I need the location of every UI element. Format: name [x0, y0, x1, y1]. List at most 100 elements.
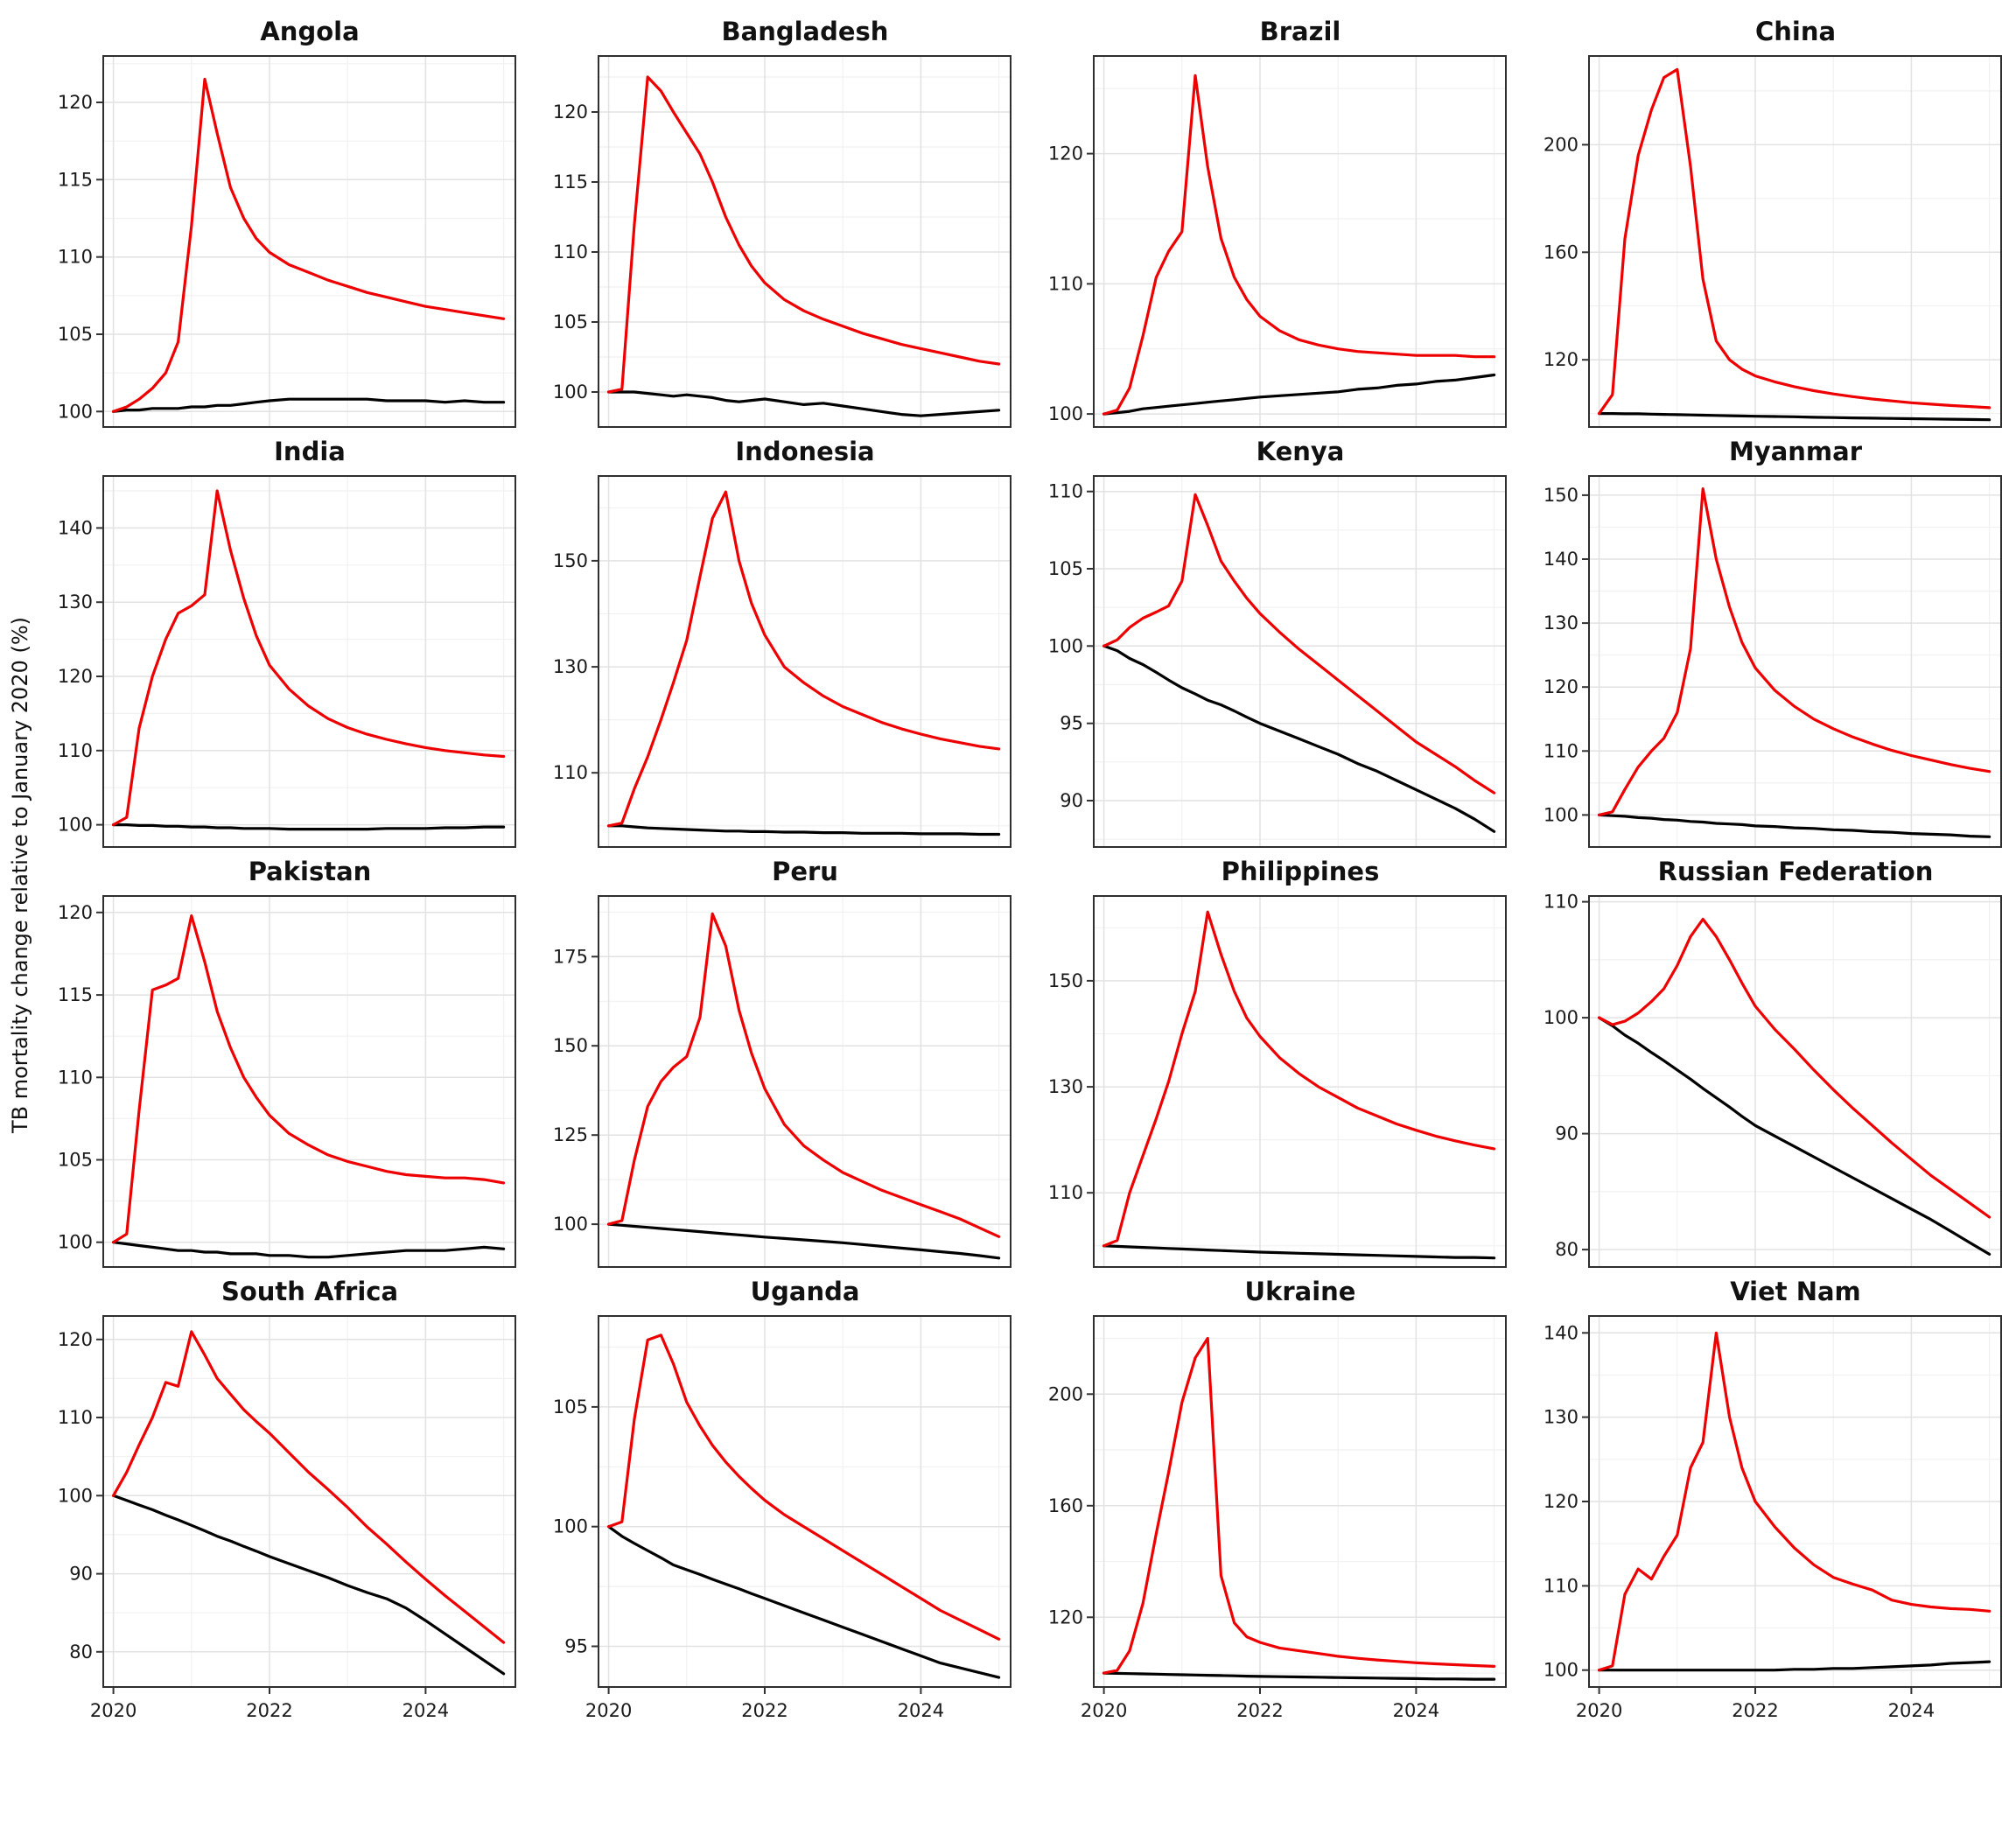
- series-red-line: [606, 1334, 1001, 1641]
- chart-canvas: 100 110 120: [1048, 55, 1507, 428]
- y-tick-label: 100: [58, 1232, 93, 1253]
- y-tick-label: 100: [553, 1516, 588, 1537]
- panel-border: [1093, 55, 1507, 428]
- series-red-line: [1102, 910, 1496, 1248]
- gridlines: [598, 1316, 1011, 1687]
- chart-canvas: 100 105 110 115 120: [58, 55, 516, 428]
- gridlines: [103, 1316, 515, 1687]
- y-axis-ticks: 100 125 150 175: [553, 946, 598, 1235]
- chart-title: India: [274, 437, 346, 466]
- series-black-line: [111, 1494, 506, 1676]
- gridlines: [598, 476, 1011, 847]
- chart-panel-uganda: Uganda 95 100 105 2020 2022 2024: [537, 1272, 1018, 1732]
- series-black-line: [606, 824, 1001, 836]
- y-axis-label: TB mortality change relative to January …: [0, 18, 40, 1732]
- y-tick-label: 100: [58, 1485, 93, 1506]
- chart-panel-south-africa: South Africa 80 90 100 110 120 2020 2022 2024: [42, 1272, 523, 1732]
- y-tick-label: 80: [1555, 1239, 1578, 1260]
- y-tick-label: 90: [1555, 1124, 1578, 1144]
- gridlines: [1589, 56, 2001, 427]
- y-axis-label-text: TB mortality change relative to January …: [8, 616, 32, 1134]
- series-red-line: [1597, 917, 1992, 1219]
- chart-panel-brazil: Brazil 100 110 120: [1032, 12, 1514, 432]
- panel-border: [1093, 1315, 1507, 1688]
- gridlines: [1589, 476, 2001, 847]
- series-black-line: [606, 1525, 1001, 1679]
- gridlines: [1094, 56, 1506, 427]
- gridlines: [1094, 1316, 1506, 1687]
- y-tick-label: 100: [1048, 403, 1083, 424]
- gridlines: [103, 896, 515, 1267]
- y-axis-ticks: 120 160 200: [1544, 134, 1589, 370]
- x-axis-ticks: 2020 2022 2024: [90, 1687, 449, 1721]
- series-red-line: [111, 914, 506, 1244]
- series-black-line: [1102, 1244, 1496, 1260]
- y-tick-label: 95: [1060, 713, 1083, 734]
- chart-canvas: 80 90 100 110 120 2020 2022 2024: [58, 1315, 516, 1721]
- y-axis-ticks: 100 105 110 115 120: [553, 102, 598, 402]
- x-axis-ticks: 2020 2022 2024: [585, 1687, 944, 1721]
- chart-title: Kenya: [1256, 437, 1345, 466]
- y-tick-label: 120: [1048, 144, 1083, 164]
- series-black-line: [1102, 644, 1496, 833]
- y-tick-label: 100: [58, 401, 93, 422]
- y-tick-label: 115: [553, 172, 588, 192]
- y-tick-label: 150: [1048, 970, 1083, 991]
- y-tick-label: 100: [1544, 804, 1578, 825]
- chart-canvas: 110 130 150: [553, 475, 1012, 848]
- x-tick-label: 2024: [402, 1700, 449, 1721]
- y-tick-label: 110: [58, 740, 93, 761]
- chart-canvas: 95 100 105 2020 2022 2024: [553, 1315, 1012, 1721]
- chart-canvas: 100 110 120 130 140 150: [1544, 475, 2002, 848]
- y-tick-label: 105: [1048, 558, 1083, 579]
- charts-grid: Angola 100 105 110 115 120 Bangladesh 100 105 110…: [42, 12, 2009, 1732]
- chart-panel-myanmar: Myanmar 100 110 120 130 140 150: [1528, 432, 2009, 852]
- series-black-line: [1102, 1671, 1496, 1681]
- y-axis-ticks: 100 110 120: [1048, 144, 1094, 424]
- chart-title: China: [1754, 17, 1837, 46]
- gridlines: [103, 476, 515, 847]
- y-tick-label: 100: [1544, 1660, 1578, 1681]
- x-tick-label: 2022: [246, 1700, 292, 1721]
- y-tick-label: 110: [1048, 481, 1083, 502]
- series-black-line: [111, 1241, 506, 1259]
- series-red-line: [111, 77, 506, 413]
- series-red-line: [1597, 1331, 1992, 1672]
- chart-panel-india: India 100 110 120 130 140: [42, 432, 523, 852]
- chart-title: Russian Federation: [1657, 857, 1934, 886]
- gridlines: [598, 56, 1011, 427]
- panel-border: [102, 55, 516, 428]
- x-tick-label: 2024: [898, 1700, 944, 1721]
- y-tick-label: 110: [58, 1407, 93, 1428]
- gridlines: [1094, 476, 1506, 847]
- series-black-line: [1597, 1016, 1992, 1256]
- chart-title: Indonesia: [735, 437, 875, 466]
- y-tick-label: 110: [1544, 1575, 1578, 1596]
- y-tick-label: 105: [58, 1150, 93, 1171]
- chart-canvas: 100 110 120 130 140 2020 2022 2024: [1544, 1315, 2002, 1721]
- chart-title: Bangladesh: [721, 17, 889, 46]
- series-black-line: [1597, 813, 1992, 838]
- chart-canvas: 80 90 100 110: [1544, 892, 2002, 1268]
- chart-title: Brazil: [1259, 17, 1341, 46]
- series-red-line: [1597, 487, 1992, 816]
- y-axis-ticks: 100 105 110 115 120: [58, 902, 103, 1253]
- y-axis-ticks: 100 110 120 130 140: [1544, 1322, 1589, 1681]
- x-axis-ticks: 2020 2022 2024: [1576, 1687, 1935, 1721]
- y-tick-label: 200: [1048, 1383, 1083, 1404]
- y-tick-label: 110: [1544, 740, 1578, 761]
- x-tick-label: 2020: [585, 1700, 632, 1721]
- x-tick-label: 2020: [1576, 1700, 1622, 1721]
- y-tick-label: 110: [1544, 892, 1578, 913]
- gridlines: [1094, 896, 1506, 1267]
- chart-panel-peru: Peru 100 125 150 175: [537, 852, 1018, 1272]
- chart-title: Pakistan: [248, 857, 372, 886]
- x-tick-label: 2024: [1888, 1700, 1935, 1721]
- y-tick-label: 120: [553, 102, 588, 122]
- gridlines: [1589, 1316, 2001, 1687]
- y-tick-label: 120: [1544, 676, 1578, 697]
- y-tick-label: 115: [58, 169, 93, 190]
- x-tick-label: 2024: [1393, 1700, 1439, 1721]
- y-tick-label: 120: [58, 92, 93, 113]
- series-black-line: [606, 1222, 1001, 1260]
